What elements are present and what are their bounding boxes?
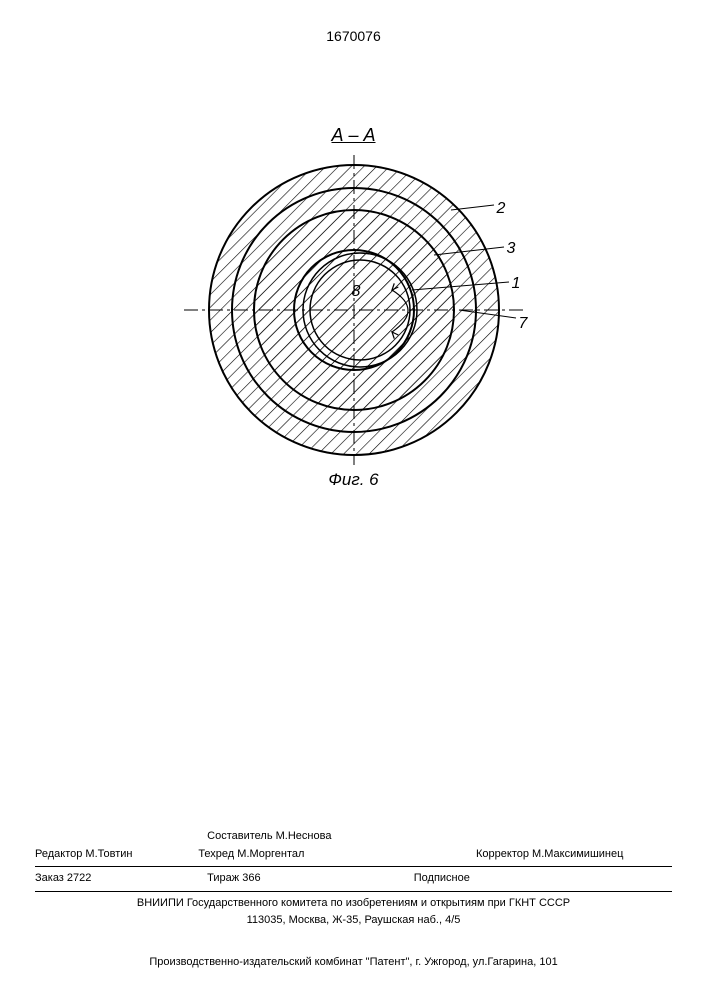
- compiler: Составитель М.Неснова: [207, 828, 500, 846]
- ref-8: 8: [352, 283, 361, 301]
- org-addr-1: 113035, Москва, Ж-35, Раушская наб., 4/5: [35, 912, 672, 930]
- ref-1: 1: [512, 275, 521, 293]
- org-line-1: ВНИИПИ Государственного комитета по изоб…: [35, 892, 672, 913]
- corrector: Корректор М.Максимишинец: [476, 846, 672, 864]
- section-label: А – А: [331, 125, 375, 146]
- org-line-2: Производственно-издательский комбинат "П…: [35, 956, 672, 968]
- ref-2: 2: [497, 200, 506, 218]
- order: Заказ 2722: [35, 870, 207, 888]
- cross-section-diagram: 2 3 1 7 8: [184, 155, 524, 465]
- figure-label: Фиг. 6: [328, 470, 378, 490]
- tirazh: Тираж 366: [207, 870, 414, 888]
- footer-block: Составитель М.Неснова Редактор М.Товтин …: [35, 828, 672, 930]
- ref-7: 7: [519, 315, 528, 333]
- page-number: 1670076: [326, 28, 381, 44]
- editor: Редактор М.Товтин: [35, 846, 198, 864]
- ref-3: 3: [507, 240, 516, 258]
- subscription: Подписное: [414, 870, 672, 888]
- techred: Техред М.Моргентал: [198, 846, 476, 864]
